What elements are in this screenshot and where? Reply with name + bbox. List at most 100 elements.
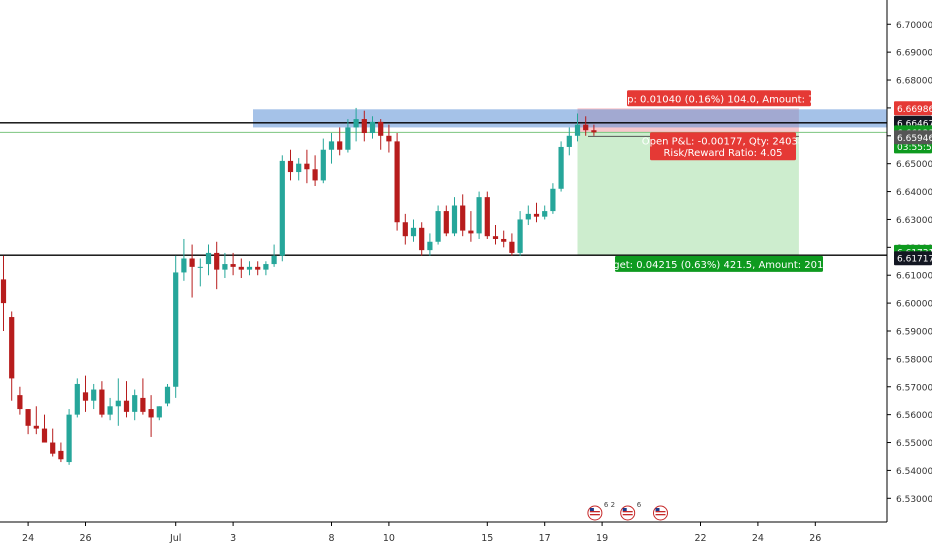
candle-body [279, 160, 285, 256]
price-tick-label: 6.54000 [896, 467, 932, 477]
pnl-label-text: Open P&L: -0.00177, Qty: 24038 [642, 137, 805, 148]
candle-body [550, 188, 556, 212]
flag-canton [622, 508, 627, 511]
time-tick-label: 24 [22, 533, 34, 544]
time-tick-label: Jul [169, 533, 181, 544]
candle-body [140, 397, 146, 412]
candle-body [320, 149, 326, 181]
candle-body [74, 383, 80, 415]
candle-body [492, 236, 499, 239]
candle-body [197, 266, 203, 268]
time-tick-label: 15 [481, 533, 493, 544]
position-annotations: Stop: 0.01040 (0.16%) 104.0, Amount: 750… [598, 90, 839, 272]
time-tick-label: 26 [79, 533, 91, 544]
candle-body [501, 238, 507, 242]
candle-body [517, 219, 523, 253]
price-tag [894, 251, 932, 266]
candle-body [9, 317, 15, 379]
candle-body [66, 414, 72, 463]
candle-body [353, 119, 359, 128]
candle-body [0, 279, 7, 304]
stop-label-text: Stop: 0.01040 (0.16%) 104.0, Amount: 750 [611, 94, 827, 105]
price-tag-text: 6.65946 [897, 134, 932, 144]
economic-events[interactable]: 6 2 6 [587, 501, 668, 521]
candle-body [99, 389, 105, 415]
candle-body [558, 146, 564, 189]
candle-body [451, 205, 458, 234]
price-tick-label: 6.60000 [896, 300, 932, 310]
candle-body [230, 264, 236, 267]
candle-body [443, 211, 449, 234]
flag-stripe [589, 511, 600, 513]
flag-canton [589, 508, 594, 511]
flag-canton [655, 508, 660, 511]
candle-body [189, 258, 195, 267]
candle-body [583, 124, 589, 131]
candle-body [312, 169, 318, 181]
event-count: 6 2 [604, 501, 615, 509]
candle-body [205, 252, 212, 265]
candle-body [156, 406, 162, 418]
candle-body [132, 395, 138, 412]
candle-body [378, 121, 384, 136]
price-tick-label: 6.58000 [896, 355, 932, 365]
candle-body [58, 450, 64, 460]
price-tick-label: 6.53000 [896, 495, 932, 505]
price-tick-label: 6.59000 [896, 327, 932, 337]
price-tick-label: 6.69000 [896, 49, 932, 59]
candle-body [91, 389, 97, 401]
time-tick-label: 17 [539, 533, 551, 544]
candle-body [255, 266, 261, 270]
price-tag-text: 6.66986 [897, 105, 932, 115]
time-tick-label: 22 [694, 533, 706, 544]
candle-body [337, 141, 343, 150]
candle-body [246, 266, 253, 270]
candle-body [386, 135, 392, 142]
candle-body [369, 121, 376, 134]
price-tick-label: 6.68000 [896, 77, 932, 87]
candle-body [542, 211, 548, 217]
price-tick-label: 6.63000 [896, 216, 932, 226]
candle-body [435, 211, 441, 242]
time-tick-label: 8 [328, 533, 334, 544]
candle-body [328, 141, 335, 150]
flag-stripe [622, 511, 633, 513]
candle-body [345, 127, 351, 150]
candle-body [33, 425, 39, 429]
price-tick-label: 6.57000 [896, 383, 932, 393]
candle-body [41, 428, 48, 443]
candle-body [107, 406, 113, 415]
pnl-label-box [650, 132, 796, 161]
price-tag [894, 101, 932, 116]
pnl-label-text: Risk/Reward Ratio: 4.05 [663, 148, 782, 159]
candle-body [484, 197, 490, 237]
time-tick-label: 3 [230, 533, 236, 544]
candle-body [287, 160, 294, 173]
price-tag-text: 6.66467 [897, 119, 932, 129]
candle-body [50, 442, 56, 454]
candle-body [460, 205, 466, 231]
candle-body [164, 386, 171, 404]
candle-body [476, 197, 482, 234]
price-tag-text: 03:55:55 [897, 143, 932, 153]
target-label-box [615, 255, 823, 272]
stop-label-box [627, 90, 811, 107]
candle-body [361, 119, 367, 134]
price-tag-text: 6.61717 [897, 255, 932, 265]
candle-body [148, 409, 154, 418]
candle-body [525, 213, 531, 220]
time-tick-label: 19 [596, 533, 608, 544]
time-axis[interactable]: 24 26 Jul 3 8 10 15 17 19 22 24 26 [0, 521, 887, 544]
candle-body [509, 241, 515, 253]
candle-body [123, 400, 130, 412]
price-axis[interactable]: 6.53000 6.54000 6.55000 6.56000 6.57000 6.580… [886, 0, 932, 550]
candle-body [304, 163, 310, 170]
candle-body [468, 230, 474, 234]
candle-body [419, 227, 425, 251]
price-tick-label: 6.70000 [896, 21, 932, 31]
candle-body [591, 130, 597, 133]
candle-body [115, 400, 121, 407]
price-tick-label: 6.55000 [896, 439, 932, 449]
